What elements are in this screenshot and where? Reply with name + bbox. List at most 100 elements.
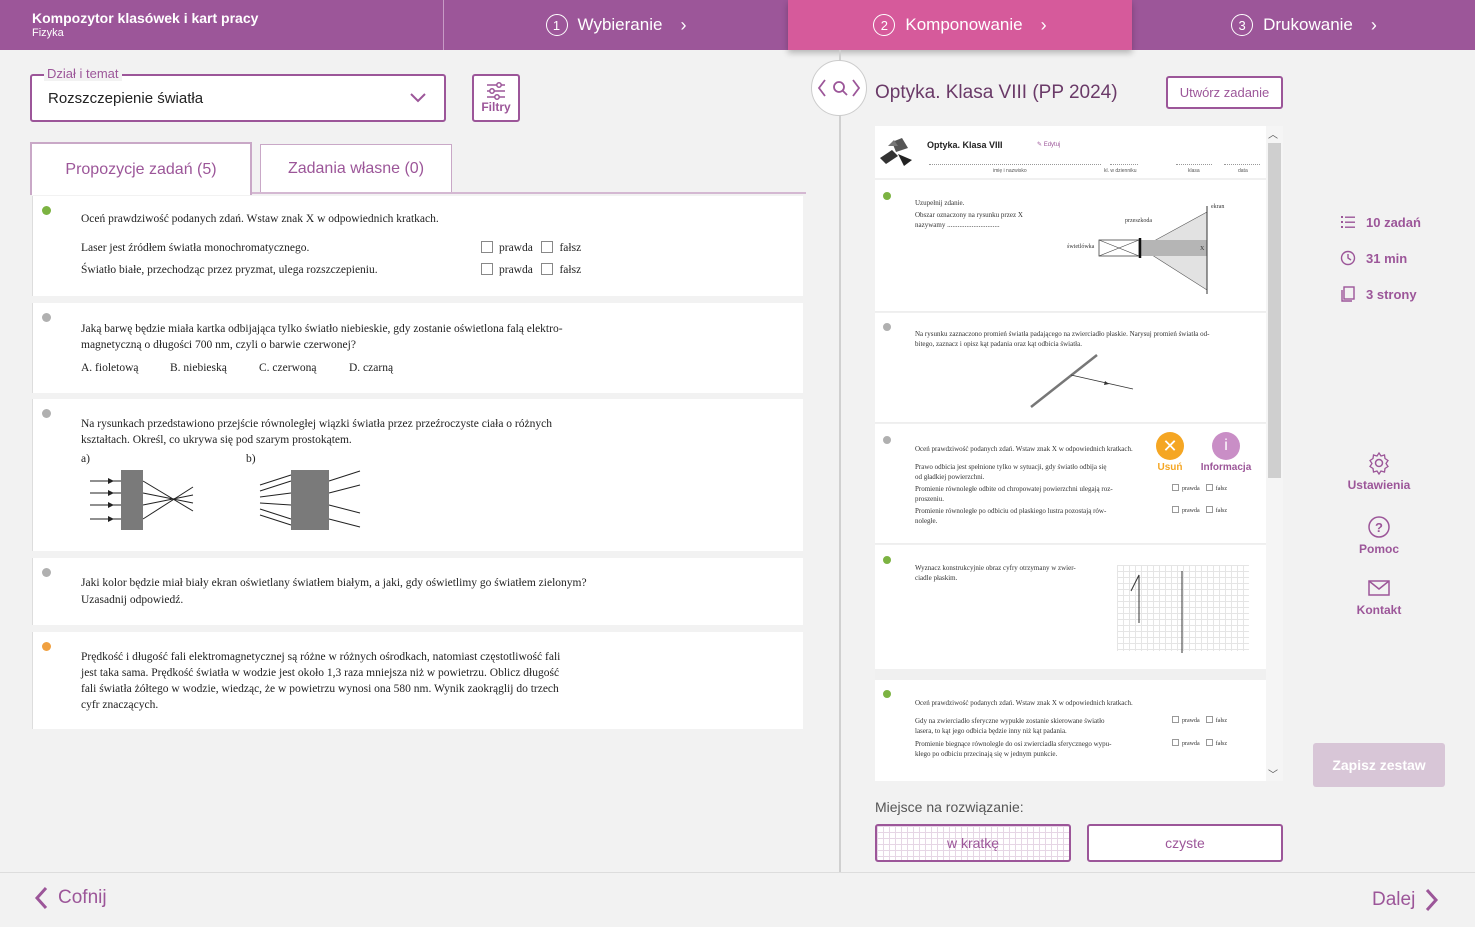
task-text: jest taka sama. Prędkość światła w wodzi… bbox=[81, 667, 560, 679]
remove-icon[interactable]: ✕ bbox=[1156, 432, 1184, 460]
tab-proposals[interactable]: Propozycje zadań (5) bbox=[30, 142, 252, 195]
status-dot bbox=[42, 313, 51, 322]
checkbox[interactable] bbox=[481, 263, 493, 275]
svg-text:?: ? bbox=[1375, 520, 1383, 535]
figure-label: b) bbox=[246, 453, 256, 465]
figure-label: a) bbox=[81, 453, 90, 465]
preview-text: od gładkiej powierzchni. bbox=[915, 473, 985, 481]
false-label: fałsz bbox=[559, 264, 582, 276]
edit-link[interactable]: ✎ Edytuj bbox=[1037, 142, 1061, 148]
stat-pages: 3 strony bbox=[1340, 286, 1417, 302]
help-button[interactable]: ? Pomoc bbox=[1340, 515, 1418, 556]
chevron-right-icon: › bbox=[1370, 14, 1377, 35]
clock-icon bbox=[1340, 250, 1356, 266]
digit-mirror-diagram bbox=[1130, 571, 1183, 653]
save-set-button[interactable]: Zapisz zestaw bbox=[1313, 743, 1445, 787]
tf-options: prawda fałsz bbox=[1172, 506, 1227, 516]
grid-space-button[interactable]: w kratkę bbox=[875, 824, 1071, 862]
preview-text: Gdy na zwierciadło sferyczne wypukłe zos… bbox=[915, 717, 1105, 725]
test-title: Optyka. Klasa VIII (PP 2024) bbox=[875, 82, 1118, 103]
scroll-thumb[interactable] bbox=[1268, 143, 1281, 478]
tf-options: prawda fałsz bbox=[1172, 739, 1227, 749]
statement: Laser jest źródłem światła monochromatyc… bbox=[81, 242, 310, 254]
remove-label[interactable]: Usuń bbox=[1157, 462, 1183, 473]
step-compose[interactable]: 2 Komponowanie › bbox=[788, 0, 1132, 50]
status-dot bbox=[883, 436, 891, 444]
field-class: klasa bbox=[1188, 168, 1200, 174]
status-dot bbox=[883, 192, 891, 200]
contact-label: Kontakt bbox=[1356, 603, 1402, 617]
status-dot bbox=[883, 690, 891, 698]
panel-divider[interactable] bbox=[839, 50, 841, 872]
task-card[interactable]: Jaki kolor będzie miał biały ekran oświe… bbox=[32, 558, 803, 625]
step-label: Wybieranie bbox=[577, 15, 663, 34]
preview-text: Promienie równoległe odbite od chropowat… bbox=[915, 485, 1113, 493]
checkbox[interactable] bbox=[541, 241, 554, 253]
preview-task[interactable]: Wyznacz konstrukcyjnie obraz cyfry otrzy… bbox=[875, 545, 1266, 669]
false-label: fałsz bbox=[1215, 741, 1227, 747]
step-label: Komponowanie bbox=[905, 15, 1023, 34]
preview-task[interactable]: Oceń prawdziwość podanych zdań. Wstaw zn… bbox=[875, 680, 1266, 781]
help-label: Pomoc bbox=[1358, 542, 1399, 556]
preview-text: lasera, to kąt jego odbicia będzie inny … bbox=[915, 727, 1067, 735]
info-label[interactable]: Informacja bbox=[1200, 462, 1252, 473]
task-card[interactable]: Jaką barwę będzie miała kartka odbijając… bbox=[32, 303, 803, 393]
false-label: fałsz bbox=[1215, 486, 1227, 492]
status-dot bbox=[42, 642, 51, 651]
checkbox[interactable] bbox=[541, 263, 554, 275]
solution-space-label: Miejsce na rozwiązanie: bbox=[875, 799, 1024, 815]
preview-task[interactable]: Uzupełnij zdanie. Obszar oznaczony na ry… bbox=[875, 180, 1266, 312]
info-icon[interactable]: i bbox=[1212, 432, 1240, 460]
task-text: Na rysunkach przedstawiono przejście rów… bbox=[81, 418, 552, 430]
back-button[interactable]: Cofnij bbox=[34, 886, 107, 910]
stat-tasks: 10 zadań bbox=[1340, 214, 1421, 230]
chevron-left-icon bbox=[34, 886, 48, 910]
chevron-right-icon: › bbox=[1040, 14, 1047, 35]
section-label: Dział i temat bbox=[44, 66, 122, 81]
help-icon: ? bbox=[1368, 516, 1390, 538]
true-false-options: prawda fałsz bbox=[481, 240, 581, 256]
label-obstacle: przeszkoda bbox=[1125, 218, 1152, 224]
task-card[interactable]: Na rysunkach przedstawiono przejście rów… bbox=[32, 399, 803, 551]
task-card[interactable]: Prędkość i długość fali elektromagnetycz… bbox=[32, 632, 803, 729]
top-bar: Kompozytor klasówek i kart pracy Fizyka … bbox=[0, 0, 1475, 50]
true-label: prawda bbox=[1182, 508, 1200, 514]
task-text: magnetyczną o długości 700 nm, czyli o b… bbox=[81, 339, 356, 351]
true-label: prawda bbox=[1182, 486, 1200, 492]
step-number: 1 bbox=[545, 14, 568, 36]
step-print[interactable]: 3 Drukowanie › bbox=[1132, 0, 1475, 50]
sheet-title: Optyka. Klasa VIII bbox=[927, 140, 1003, 150]
chevron-right-icon bbox=[1426, 888, 1439, 912]
filters-button[interactable]: Filtry bbox=[472, 74, 520, 122]
settings-label: Ustawienia bbox=[1347, 478, 1411, 492]
task-text: Jaką barwę będzie miała kartka odbijając… bbox=[81, 323, 563, 335]
sheet-header: Optyka. Klasa VIII ✎ Edytuj imię i nazwi… bbox=[875, 126, 1266, 178]
chevron-down-icon[interactable]: ﹀ bbox=[1268, 770, 1278, 781]
step-label: Drukowanie bbox=[1263, 15, 1353, 34]
checkbox[interactable] bbox=[481, 241, 493, 253]
status-dot bbox=[42, 568, 51, 577]
step-number: 3 bbox=[1231, 14, 1254, 36]
tasks-count: 10 zadań bbox=[1366, 214, 1421, 230]
mirror-diagram bbox=[1030, 354, 1134, 408]
preview-text: kłego po odbiciu przecinają się w jednym… bbox=[915, 750, 1058, 758]
task-card[interactable]: Oceń prawdziwość podanych zdań. Wstaw zn… bbox=[32, 196, 803, 296]
clean-space-button[interactable]: czyste bbox=[1087, 824, 1283, 862]
zoom-collapse-button[interactable] bbox=[811, 60, 867, 116]
shadow-diagram bbox=[1098, 206, 1208, 294]
preview-text: Wyznacz konstrukcyjnie obraz cyfry otrzy… bbox=[915, 564, 1076, 572]
next-button[interactable]: Dalej bbox=[1372, 888, 1439, 912]
contact-button[interactable]: Kontakt bbox=[1340, 576, 1418, 617]
chevron-up-icon[interactable]: ︿ bbox=[1268, 130, 1278, 141]
preview-task[interactable]: Na rysunku zaznaczono promień światła pa… bbox=[875, 313, 1266, 423]
tab-own-tasks[interactable]: Zadania własne (0) bbox=[260, 144, 452, 192]
section-select[interactable]: Rozszczepienie światła bbox=[30, 74, 446, 122]
true-label: prawda bbox=[499, 242, 533, 254]
pages-count: 3 strony bbox=[1366, 286, 1417, 302]
sheet-preview[interactable]: Optyka. Klasa VIII ✎ Edytuj imię i nazwi… bbox=[875, 126, 1266, 781]
settings-button[interactable]: Ustawienia bbox=[1340, 451, 1418, 492]
create-task-button[interactable]: Utwórz zadanie bbox=[1166, 76, 1283, 109]
preview-task[interactable]: Oceń prawdziwość podanych zdań. Wstaw zn… bbox=[875, 424, 1266, 544]
step-choose[interactable]: 1 Wybieranie › bbox=[444, 0, 788, 50]
preview-text: Na rysunku zaznaczono promień światła pa… bbox=[915, 330, 1210, 338]
